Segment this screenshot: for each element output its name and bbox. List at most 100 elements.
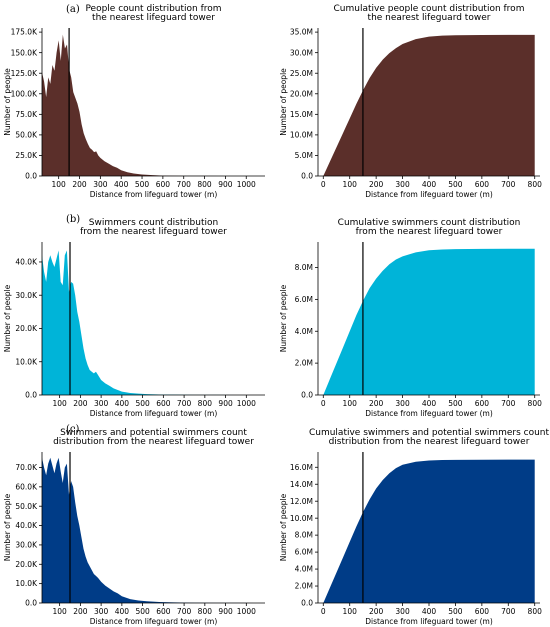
x-tick-label: 500 — [448, 399, 463, 408]
area-series — [42, 34, 265, 176]
area-series — [323, 34, 535, 177]
x-tick-label: 800 — [528, 180, 543, 189]
y-axis-label: Number of people — [279, 68, 288, 136]
y-tick-label: 175.0K — [11, 28, 38, 37]
y-tick-label: 0.0 — [301, 172, 313, 181]
y-tick-label: 2.0M — [295, 582, 313, 591]
x-tick-label: 200 — [369, 180, 384, 189]
y-axis-label: Number of people — [3, 68, 12, 136]
x-tick-label: 1000 — [237, 180, 256, 189]
y-axis-label: Number of people — [279, 284, 288, 352]
x-tick-label: 600 — [475, 399, 490, 408]
x-axis-label: Distance from lifeguard tower (m) — [365, 409, 493, 418]
chart-title: the nearest lifeguard tower — [368, 13, 491, 23]
y-tick-label: 0.0 — [25, 172, 37, 181]
y-tick-label: 30.0K — [15, 291, 38, 300]
x-tick-label: 0 — [321, 399, 326, 408]
area-series — [42, 250, 265, 395]
chart-title: People count distribution from — [85, 4, 221, 14]
x-tick-label: 400 — [422, 607, 437, 616]
y-tick-label: 50.0K — [15, 502, 38, 511]
y-tick-label: 0.0 — [301, 391, 313, 400]
x-tick-label: 600 — [156, 399, 171, 408]
x-tick-label: 600 — [475, 607, 490, 616]
x-axis-label: Distance from lifeguard tower (m) — [90, 617, 218, 626]
x-tick-label: 600 — [156, 607, 171, 616]
x-tick-label: 200 — [369, 399, 384, 408]
chart-title: Swimmers count distribution — [89, 218, 218, 228]
x-tick-label: 500 — [135, 180, 150, 189]
y-axis-label: Number of people — [3, 493, 12, 561]
x-tick-label: 500 — [135, 607, 150, 616]
y-tick-label: 15.0M — [290, 110, 313, 119]
x-tick-label: 100 — [52, 399, 67, 408]
y-tick-label: 25.0K — [15, 151, 38, 160]
y-tick-label: 14.0M — [290, 480, 313, 489]
y-tick-label: 20.0K — [15, 324, 38, 333]
x-tick-label: 800 — [198, 399, 213, 408]
chart-1: 100 200 300 400 500 600 700 800 900 1000 0.0 25.0K 5… — [3, 4, 265, 199]
x-tick-label: 700 — [177, 180, 192, 189]
charts: 100 200 300 400 500 600 700 800 900 10000.025.0K5… — [3, 4, 549, 626]
y-tick-label: 10.0M — [290, 514, 313, 523]
x-axis-label: Distance from lifeguard tower (m) — [365, 617, 493, 626]
y-tick-label: 40.0K — [15, 521, 38, 530]
x-axis-label: Distance from lifeguard tower (m) — [90, 409, 218, 418]
x-tick-label: 400 — [422, 180, 437, 189]
x-tick-label: 200 — [72, 180, 87, 189]
x-tick-label: 400 — [114, 180, 129, 189]
x-tick-label: 1000 — [237, 607, 256, 616]
y-tick-label: 0.0 — [25, 391, 37, 400]
y-tick-label: 35.0M — [290, 28, 313, 37]
chart-2: 0 100 200 300 400 500 600 700 800 0.0 5.0M 10.0M 15.… — [279, 4, 542, 199]
y-tick-label: 30.0M — [290, 48, 313, 57]
x-tick-label: 100 — [343, 607, 358, 616]
x-tick-label: 400 — [422, 399, 437, 408]
x-tick-label: 700 — [177, 399, 192, 408]
area-series — [323, 459, 535, 603]
x-tick-label: 900 — [218, 180, 233, 189]
y-tick-label: 8.0M — [295, 531, 313, 540]
x-tick-label: 300 — [395, 180, 410, 189]
x-tick-label: 1000 — [237, 399, 256, 408]
y-tick-label: 40.0K — [15, 258, 38, 267]
x-tick-label: 300 — [94, 607, 109, 616]
chart-title: Swimmers and potential swimmers count — [60, 428, 247, 438]
chart-3: 100 200 300 400 500 600 700 800 900 1000 0.0 10.0K 2… — [3, 218, 265, 418]
x-tick-label: 500 — [135, 399, 150, 408]
chart-6: 0 100 200 300 400 500 600 700 800 0.0 2.0M 4.0M 6.0M… — [279, 428, 549, 626]
panel-label-c: (c) — [66, 424, 80, 435]
x-tick-label: 400 — [115, 399, 130, 408]
x-tick-label: 500 — [448, 607, 463, 616]
x-tick-label: 200 — [73, 607, 88, 616]
x-tick-label: 600 — [475, 180, 490, 189]
x-tick-label: 0 — [321, 180, 326, 189]
x-tick-label: 300 — [93, 180, 108, 189]
y-tick-label: 0.0 — [301, 599, 313, 608]
x-tick-label: 700 — [501, 180, 516, 189]
x-tick-label: 100 — [343, 399, 358, 408]
x-tick-label: 100 — [52, 607, 67, 616]
x-tick-label: 200 — [369, 607, 384, 616]
chart-title: the nearest lifeguard tower — [92, 13, 215, 23]
x-tick-label: 800 — [197, 180, 212, 189]
x-axis-label: Distance from lifeguard tower (m) — [90, 190, 218, 199]
chart-title: from the nearest lifeguard tower — [80, 227, 227, 237]
y-tick-label: 6.0M — [295, 548, 313, 557]
x-tick-label: 700 — [177, 607, 192, 616]
chart-title: Cumulative people count distribution fro… — [334, 4, 525, 14]
y-tick-label: 75.0K — [15, 110, 38, 119]
y-tick-label: 8.0M — [295, 263, 313, 272]
y-tick-label: 6.0M — [295, 295, 313, 304]
x-tick-label: 600 — [156, 180, 171, 189]
y-axis-label: Number of people — [3, 284, 12, 352]
y-tick-label: 100.0K — [11, 89, 38, 98]
y-tick-label: 30.0K — [15, 541, 38, 550]
x-tick-label: 200 — [73, 399, 88, 408]
x-tick-label: 300 — [395, 607, 410, 616]
chart-5: 100 200 300 400 500 600 700 800 900 1000 0.0 10.0K 2… — [3, 428, 265, 626]
x-tick-label: 800 — [528, 607, 543, 616]
y-tick-label: 4.0M — [295, 565, 313, 574]
y-tick-label: 10.0M — [290, 130, 313, 139]
